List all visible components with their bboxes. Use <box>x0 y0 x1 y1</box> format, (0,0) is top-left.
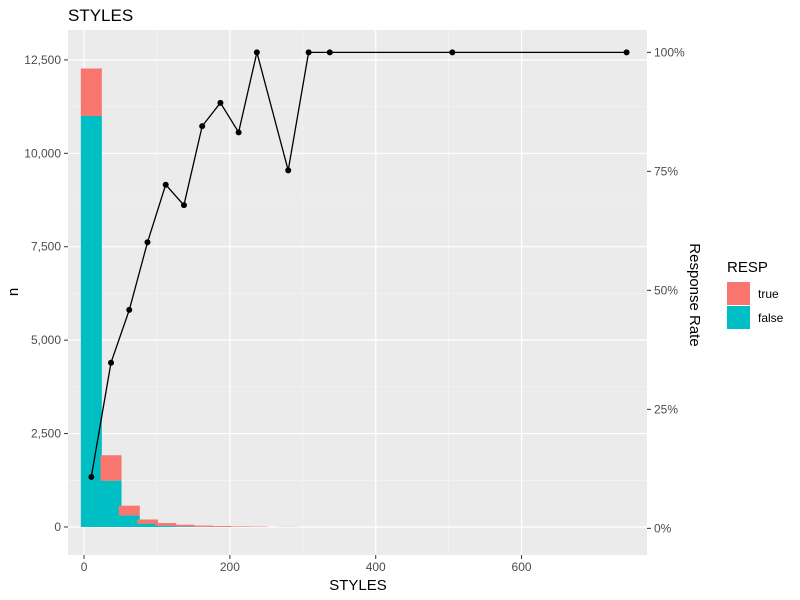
response-rate-point <box>108 359 115 366</box>
bar-true <box>191 525 213 527</box>
plot-panel <box>68 30 647 555</box>
y2-tick-label: 50% <box>654 283 678 297</box>
response-rate-point <box>162 181 169 188</box>
y-axis-label: n <box>5 288 22 296</box>
x-tick-label: 600 <box>512 560 532 574</box>
response-rate-point <box>180 202 187 209</box>
y2-tick-label: 0% <box>654 521 672 535</box>
y2-tick-label: 25% <box>654 402 678 416</box>
bar-true <box>173 524 195 527</box>
response-rate-point <box>144 239 151 246</box>
response-rate-point <box>326 49 333 56</box>
response-rate-point <box>305 49 312 56</box>
y-tick-label: 2,500 <box>31 427 61 441</box>
y2-tick-label: 75% <box>654 164 678 178</box>
y-tick-label: 5,000 <box>31 333 61 347</box>
response-rate-line-series <box>88 49 630 480</box>
secondary-y-axis-label: Response Rate <box>686 243 703 346</box>
x-tick-label: 200 <box>220 560 240 574</box>
bar-true <box>80 68 102 116</box>
bar-true <box>100 455 122 481</box>
bar-false <box>100 480 122 527</box>
bar-true <box>155 523 177 526</box>
response-rate-point <box>253 49 260 56</box>
x-axis-label: STYLES <box>329 577 387 594</box>
response-rate-point <box>217 99 224 106</box>
response-rate-point <box>285 167 292 174</box>
x-tick-label: 0 <box>81 560 88 574</box>
bar-series <box>80 68 299 527</box>
legend-label-true: true <box>758 287 779 301</box>
bar-true <box>118 505 140 516</box>
bar-false <box>118 515 140 527</box>
bar-true <box>228 526 250 527</box>
y-tick-label: 7,500 <box>31 240 61 254</box>
response-rate-point <box>199 123 206 130</box>
bar-false <box>80 115 102 527</box>
response-rate-point <box>88 473 95 480</box>
legend-key-true <box>727 282 750 305</box>
bar-false <box>136 523 158 527</box>
minor-gridlines <box>68 30 647 555</box>
y-tick-label: 12,500 <box>24 53 61 67</box>
bar-false <box>173 526 195 527</box>
chart-title: STYLES <box>68 6 133 25</box>
legend-title: RESP <box>727 259 768 276</box>
y2-tick-label: 100% <box>654 45 685 59</box>
bar-false <box>155 525 177 527</box>
response-rate-point <box>126 306 133 313</box>
y-tick-label: 0 <box>54 520 61 534</box>
y-tick-label: 10,000 <box>24 146 61 160</box>
x-tick-label: 400 <box>366 560 386 574</box>
legend-key-false <box>727 306 750 329</box>
bar-true <box>136 519 158 524</box>
legend: RESP true false <box>727 259 784 329</box>
axes: 0 200 400 600 0 2,500 5,000 7,500 10,000 12,500 0%… <box>24 45 685 574</box>
bar-true <box>209 526 231 527</box>
response-rate-point <box>235 129 242 136</box>
response-rate-point <box>449 49 456 56</box>
legend-label-false: false <box>758 311 784 325</box>
response-rate-point <box>623 49 630 56</box>
major-gridlines <box>68 30 647 555</box>
